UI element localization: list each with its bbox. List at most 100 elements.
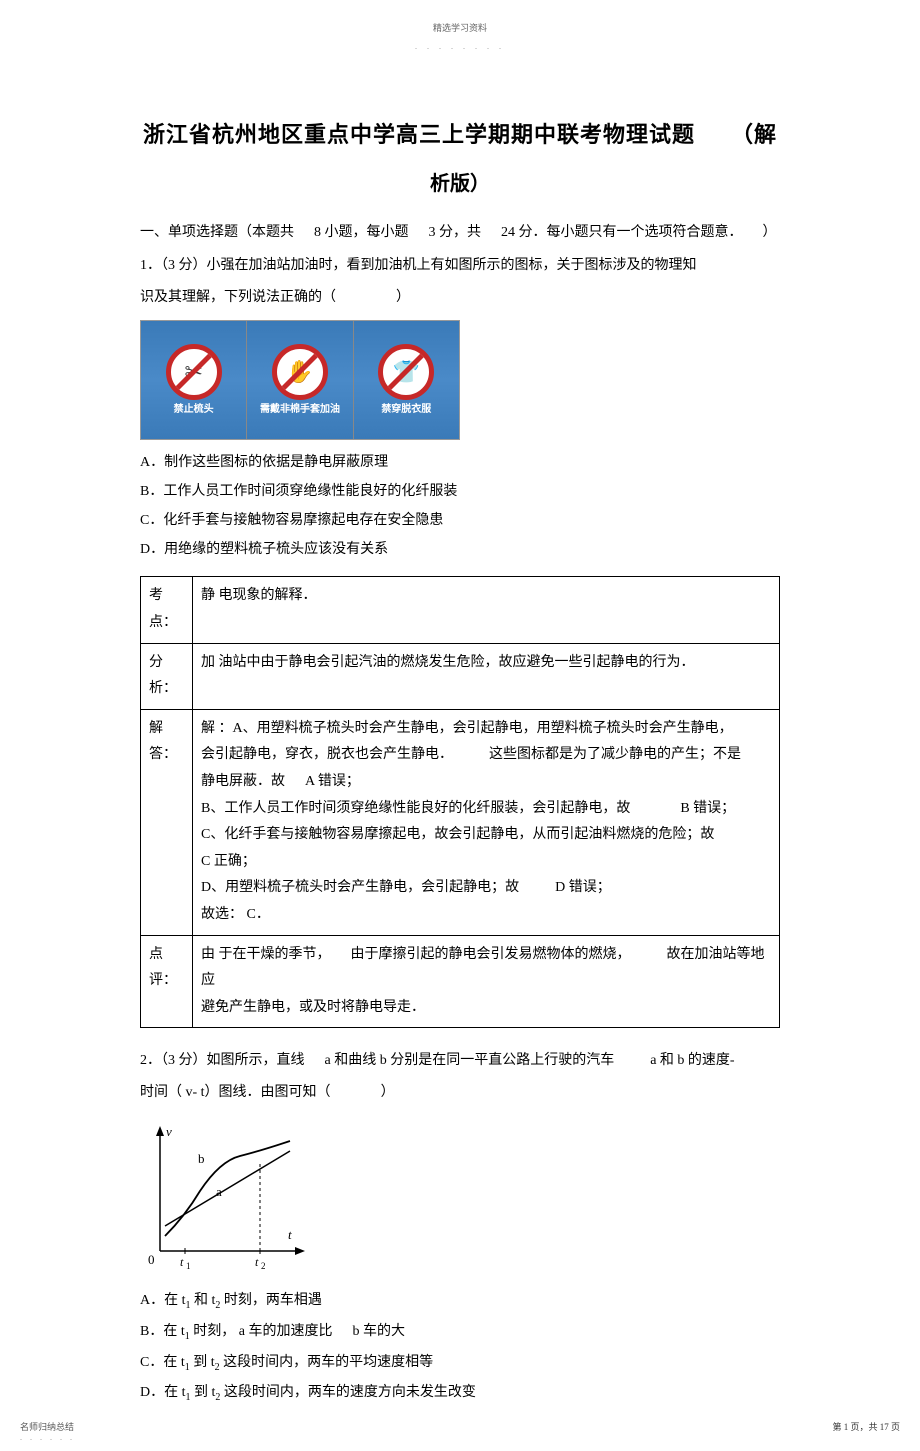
title-line-1: 浙江省杭州地区重点中学高三上学期期中联考物理试题 （解 [140,115,780,155]
table-row: 解答： 解 ：A、用塑料梳子梳头时会产生静电，会引起静电，用塑料梳子梳头时会产生… [141,709,780,935]
q2-option-d: D．在 t1 到 t2 这段时间内，两车的速度方向未发生改变 [140,1380,780,1407]
q2-a1: 2．（3 分）如图所示，直线 [140,1053,305,1068]
q2-b1: 时间（ v- t）图线．由图可知（ [140,1085,331,1100]
q2-a2: a 和曲线 b 分别是在同一平直公路上行驶的汽车 [325,1053,615,1068]
dianping-content: 由 于在干燥的季节，由于摩擦引起的静电会引发易燃物体的燃烧，故在加油站等地应 避… [193,935,780,1028]
title-suffix: （解 [731,122,777,147]
table-row: 点评： 由 于在干燥的季节，由于摩擦引起的静电会引发易燃物体的燃烧，故在加油站等… [141,935,780,1028]
section-intro: 一、单项选择题（本题共 8 小题，每小题 3 分，共 24 分．每小题只有一个选项符合… [140,220,780,245]
q2-options: A．在 t1 和 t2 时刻，两车相遇 B．在 t1 时刻， a 车的加速度比b… [140,1288,780,1407]
q2b-pre: B．在 t [140,1324,185,1339]
jieda-d: B、工作人员工作时间须穿绝缘性能良好的化纤服装，会引起静电，故 B 错误； [201,796,771,823]
q2d-pre: D．在 t [140,1385,186,1400]
dianping-a: 由 于在干燥的季节，由于摩擦引起的静电会引发易燃物体的燃烧，故在加油站等地应 [201,942,771,995]
dianping-b: 避免产生静电，或及时将静电导走． [201,995,771,1022]
jieda-d2: B 错误； [680,801,735,816]
q2b-post: b 车的大 [352,1324,405,1339]
q2d-mid: 到 t [191,1385,216,1400]
svg-text:1: 1 [186,1261,191,1271]
sign-circle-2: ✋ [272,344,328,400]
jieda-c2: A 错误； [305,774,360,789]
table-row: 考点： 静 电现象的解释． [141,577,780,643]
q2c-post: 这段时间内，两车的平均速度相等 [220,1355,434,1370]
q1-option-b: B．工作人员工作时间须穿绝缘性能良好的化纤服装 [140,479,780,504]
kaodian-label: 考点： [141,577,193,643]
dianping-a2: 由于摩擦引起的静电会引发易燃物体的燃烧， [351,947,631,962]
svg-text:t: t [288,1227,292,1242]
q1-option-d: D．用绝缘的塑料梳子梳头应该没有关系 [140,537,780,562]
jieda-b2: 这些图标都是为了减少静电的产生；不是 [489,747,741,762]
svg-text:0: 0 [148,1252,155,1267]
sign-circle-3: 👕 [378,344,434,400]
kaodian-content: 静 电现象的解释． [193,577,780,643]
sign-label-3: 禁穿脱衣服 [381,404,431,416]
q1-analysis-table: 考点： 静 电现象的解释． 分析： 加 油站中由于静电会引起汽油的燃烧发生危险，… [140,576,780,1028]
sign-image: ✂ 禁止梳头 ✋ 需戴非棉手套加油 👕 禁穿脱衣服 [140,320,460,440]
dianping-label: 点评： [141,935,193,1028]
q2d-post: 这段时间内，两车的速度方向未发生改变 [220,1385,476,1400]
svg-text:a: a [216,1184,222,1199]
q2-option-a: A．在 t1 和 t2 时刻，两车相遇 [140,1288,780,1315]
title-line-2: 析版） [140,166,780,202]
vt-graph: v t 0 t 1 t 2 a b [140,1121,310,1271]
q2-option-b: B．在 t1 时刻， a 车的加速度比b 车的大 [140,1319,780,1346]
q1-text-b: 识及其理解，下列说法正确的（ [140,290,336,305]
header-small-text: 精选学习资料 [140,20,780,36]
q2b-mid: 时刻， a 车的加速度比 [190,1324,333,1339]
sign-panel-2: ✋ 需戴非棉手套加油 [247,321,353,439]
sign-panel-3: 👕 禁穿脱衣服 [354,321,459,439]
q1-text-c: ） [396,290,410,305]
jieda-content: 解 ：A、用塑料梳子梳头时会产生静电，会引起静电，用塑料梳子梳头时会产生静电， … [193,709,780,935]
fenxi-content: 加 油站中由于静电会引起汽油的燃烧发生危险，故应避免一些引起静电的行为． [193,643,780,709]
jieda-g2: D 错误； [555,880,611,895]
q1-option-a: A．制作这些图标的依据是静电屏蔽原理 [140,450,780,475]
q2a-mid: 和 t [191,1293,216,1308]
intro-e: ） [763,225,777,240]
jieda-g1: D、用塑料梳子梳头时会产生静电，会引起静电；故 [201,880,519,895]
intro-b: 8 小题，每小题 [314,225,409,240]
q1-text-line2: 识及其理解，下列说法正确的（ ） [140,285,780,310]
jieda-b1: 会引起静电，穿衣，脱衣也会产生静电． [201,747,453,762]
svg-text:2: 2 [261,1261,266,1271]
q2c-mid: 到 t [190,1355,215,1370]
intro-d: 24 分．每小题只有一个选项符合题意． [501,225,743,240]
q1-option-c: C．化纤手套与接触物容易摩擦起电存在安全隐患 [140,508,780,533]
title-main: 浙江省杭州地区重点中学高三上学期期中联考物理试题 [143,122,695,147]
q2-a3: a 和 b 的速度- [650,1053,734,1068]
jieda-d1: B、工作人员工作时间须穿绝缘性能良好的化纤服装，会引起静电，故 [201,801,630,816]
svg-text:t: t [180,1255,184,1269]
footer-right: 第 1 页，共 17 页 [832,1419,900,1435]
intro-a: 一、单项选择题（本题共 [140,225,294,240]
jieda-c: 静电屏蔽．故 A 错误； [201,769,771,796]
jieda-h: 故选： C． [201,902,771,929]
sign-label-2: 需戴非棉手套加油 [260,404,340,416]
jieda-g: D、用塑料梳子梳头时会产生静电，会引起静电；故 D 错误； [201,875,771,902]
q1-options: A．制作这些图标的依据是静电屏蔽原理 B．工作人员工作时间须穿绝缘性能良好的化纤… [140,450,780,563]
jieda-c1: 静电屏蔽．故 [201,774,285,789]
dianping-a1: 由 于在干燥的季节， [201,947,331,962]
q2-b2: ） [381,1085,395,1100]
q2-text-line2: 时间（ v- t）图线．由图可知（ ） [140,1080,780,1105]
sign-label-1: 禁止梳头 [174,404,214,416]
q2-text-line1: 2．（3 分）如图所示，直线 a 和曲线 b 分别是在同一平直公路上行驶的汽车 a … [140,1048,780,1073]
jieda-e: C、化纤手套与接触物容易摩擦起电，故会引起静电，从而引起油料燃烧的危险；故 [201,822,771,849]
svg-text:t: t [255,1255,259,1269]
q2-option-c: C．在 t1 到 t2 这段时间内，两车的平均速度相等 [140,1350,780,1377]
q2c-pre: C．在 t [140,1355,185,1370]
svg-text:b: b [198,1151,205,1166]
svg-text:v: v [166,1124,172,1139]
sign-circle-1: ✂ [166,344,222,400]
header-dots: . . . . . . . . [140,40,780,54]
intro-c: 3 分，共 [429,225,482,240]
q1-text-line1: 1．（3 分）小强在加油站加油时，看到加油机上有如图所示的图标，关于图标涉及的物… [140,253,780,278]
jieda-f: C 正确； [201,849,771,876]
q2a-post: 时刻，两车相遇 [220,1293,322,1308]
sign-panel-1: ✂ 禁止梳头 [141,321,247,439]
jieda-label: 解答： [141,709,193,935]
footer-dots: . . . . . . [20,1431,75,1445]
fenxi-label: 分析： [141,643,193,709]
q2a-pre: A．在 t [140,1293,186,1308]
jieda-b: 会引起静电，穿衣，脱衣也会产生静电． 这些图标都是为了减少静电的产生；不是 [201,742,771,769]
table-row: 分析： 加 油站中由于静电会引起汽油的燃烧发生危险，故应避免一些引起静电的行为． [141,643,780,709]
jieda-a: 解 ：A、用塑料梳子梳头时会产生静电，会引起静电，用塑料梳子梳头时会产生静电， [201,716,771,743]
